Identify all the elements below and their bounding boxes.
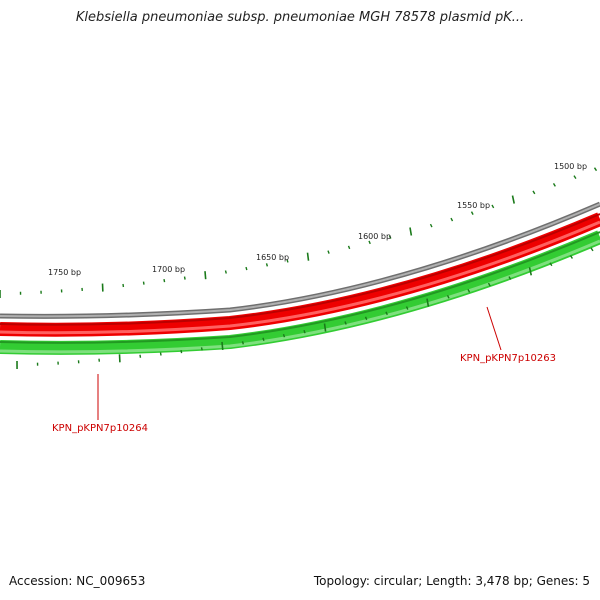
scale-tick (429, 223, 433, 228)
scale-tick (344, 321, 347, 325)
scale-tick (590, 247, 594, 252)
gene-label-10263[interactable]: KPN_pKPN7p10263 (460, 353, 556, 364)
scale-tick (446, 295, 450, 299)
scale-tick (385, 311, 388, 316)
scale-tick (245, 266, 248, 271)
scale-tick (286, 259, 289, 263)
scale-tick (323, 323, 327, 332)
scale-tick (262, 337, 265, 342)
scale-tick (573, 175, 577, 180)
gene-arc-forward[interactable] (0, 230, 600, 355)
scale-tick (180, 349, 183, 354)
scale-tick (265, 263, 269, 267)
scale-tick (347, 245, 351, 250)
scale-tick (491, 204, 495, 209)
map-title: Klebsiella pneumoniae subsp. pneumoniae … (75, 10, 525, 25)
scale-label: 1600 bp (358, 232, 391, 241)
scale-tick (368, 240, 371, 245)
scale-tick (405, 306, 409, 310)
scale-tick (204, 271, 207, 280)
scale-tick (450, 217, 454, 222)
scale-tick (552, 183, 556, 187)
scale-tick (221, 341, 224, 351)
scale-tick (303, 329, 306, 334)
scale-tick (163, 279, 166, 283)
scale-tick (159, 352, 162, 356)
scale-tick (470, 211, 474, 215)
scale-tick (388, 235, 392, 239)
scale-label: 1550 bp (457, 201, 490, 210)
scale-label: 1650 bp (256, 253, 289, 262)
scale-tick (528, 267, 533, 276)
summary-label: Topology: circular; Length: 3,478 bp; Ge… (313, 574, 590, 588)
scale-tick (593, 167, 598, 172)
scale-tick (532, 190, 536, 195)
scale-tick (224, 270, 227, 274)
scale-tick (549, 262, 553, 267)
scale-tick (364, 316, 368, 321)
accession-label: Accession: NC_009653 (9, 574, 146, 588)
scale-tick (183, 276, 186, 280)
scale-ticks-outer (0, 167, 598, 298)
scale-tick (409, 227, 413, 236)
scale-label: 1700 bp (152, 265, 185, 274)
gene-label-10264[interactable]: KPN_pKPN7p10264 (52, 423, 148, 434)
gene-arc-reverse[interactable] (0, 212, 600, 337)
scale-ticks-inner (16, 247, 594, 370)
scale-label: 1500 bp (554, 162, 587, 171)
scale-tick (241, 341, 244, 345)
scale-label: 1750 bp (48, 268, 81, 277)
scale-tick (327, 250, 330, 254)
scale-tick (200, 347, 203, 351)
gene-label-leader (486, 306, 502, 351)
scale-tick (511, 195, 515, 204)
scale-tick (467, 289, 471, 293)
scale-tick (569, 255, 573, 259)
scale-tick (508, 276, 512, 280)
scale-tick (487, 282, 491, 287)
scale-tick (306, 252, 310, 261)
scale-tick (282, 333, 286, 338)
scale-tick (426, 298, 430, 307)
